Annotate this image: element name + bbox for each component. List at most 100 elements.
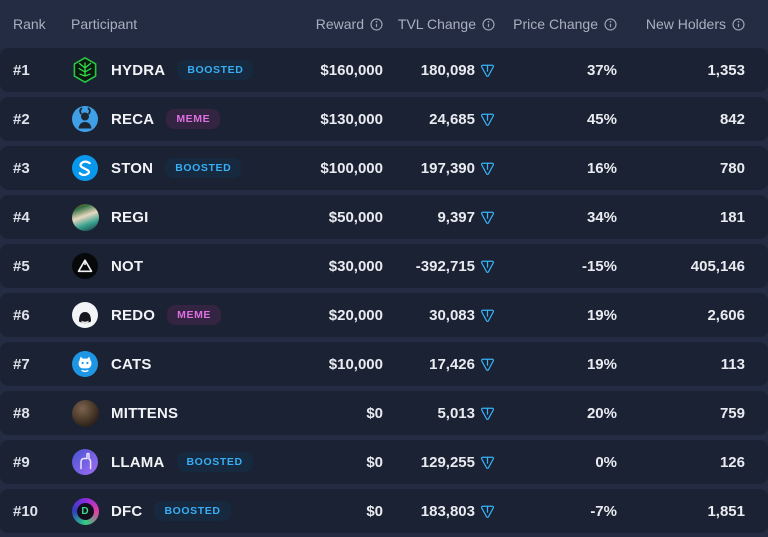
column-header-new-holders: New Holders (617, 16, 745, 32)
column-header-reward: Reward (263, 16, 383, 32)
participant-badge: BOOSTED (176, 452, 253, 472)
column-header-price-change: Price Change (495, 16, 617, 32)
new-holders-value: 759 (719, 404, 745, 422)
participant-cell: REDO MEME (71, 301, 263, 329)
ton-icon (480, 357, 495, 372)
price-change-value: -15% (581, 257, 617, 275)
table-body: #1 HYDRA BOOSTED $160,000 180,098 37% 1,… (0, 48, 768, 533)
column-header-tvl-change: TVL Change (383, 16, 495, 32)
table-row[interactable]: #8 MITTENS $0 5,013 20% 759 (0, 391, 768, 435)
hydra-hexagon-icon (71, 56, 99, 84)
column-label: New Holders (645, 16, 726, 32)
column-header-participant: Participant (71, 16, 263, 32)
tvl-change-cell: 24,685 (383, 111, 495, 128)
tvl-change-cell: 5,013 (383, 405, 495, 422)
table-header: Rank Participant Reward TVL Change Price… (0, 0, 768, 48)
price-change-value: 19% (586, 355, 617, 373)
participant-badge: BOOSTED (154, 501, 231, 521)
ton-icon (480, 455, 495, 470)
participant-name: NOT (111, 257, 144, 275)
tvl-change-cell: 197,390 (383, 160, 495, 177)
new-holders-value: 181 (719, 208, 745, 226)
column-header-rank: Rank (13, 16, 71, 32)
ston-avatar-icon (71, 154, 99, 182)
reca-avatar-icon (71, 105, 99, 133)
price-change-info-icon[interactable] (604, 17, 617, 31)
reward-value: $10,000 (328, 355, 383, 373)
reward-value: $20,000 (328, 306, 383, 324)
participant-name: MITTENS (111, 404, 179, 422)
rank-label: #4 (13, 208, 30, 226)
participant-name: DFC (111, 502, 143, 520)
participant-cell: HYDRA BOOSTED (71, 56, 263, 84)
new-holders-value: 1,851 (707, 502, 745, 520)
rank-label: #6 (13, 306, 30, 324)
tvl-change-value: 197,390 (420, 159, 475, 177)
participant-badge: MEME (166, 109, 221, 129)
reward-value: $30,000 (328, 257, 383, 275)
tvl-change-value: 180,098 (420, 61, 475, 79)
ton-icon (480, 406, 495, 421)
tvl-change-value: 30,083 (429, 306, 475, 324)
tvl-change-value: 183,803 (420, 502, 475, 520)
new-holders-value: 1,353 (707, 61, 745, 79)
tvl-change-info-icon[interactable] (482, 17, 495, 31)
rank-label: #1 (13, 61, 30, 79)
cats-avatar-icon (71, 350, 99, 378)
participant-name: HYDRA (111, 61, 166, 79)
tvl-change-value: 9,397 (437, 208, 475, 226)
table-row[interactable]: #9 LLAMA BOOSTED $0 129,255 0% 126 (0, 440, 768, 484)
ton-icon (480, 504, 495, 519)
participant-cell: RECA MEME (71, 105, 263, 133)
mittens-avatar-icon (71, 399, 99, 427)
price-change-value: 45% (586, 110, 617, 128)
table-row[interactable]: #2 RECA MEME $130,000 24,685 45% 842 (0, 97, 768, 141)
table-row[interactable]: #1 HYDRA BOOSTED $160,000 180,098 37% 1,… (0, 48, 768, 92)
participant-name: CATS (111, 355, 152, 373)
column-label: Rank (13, 16, 46, 32)
participant-cell: LLAMA BOOSTED (71, 448, 263, 476)
tvl-change-cell: 30,083 (383, 307, 495, 324)
tvl-change-value: -392,715 (415, 257, 475, 275)
tvl-change-cell: 129,255 (383, 454, 495, 471)
tvl-change-value: 24,685 (429, 110, 475, 128)
table-row[interactable]: #4 REGI $50,000 9,397 34% 181 (0, 195, 768, 239)
column-label: Price Change (513, 16, 598, 32)
reward-value: $130,000 (320, 110, 383, 128)
participant-cell: CATS (71, 350, 263, 378)
table-row[interactable]: #7 CATS $10,000 17,426 19% 113 (0, 342, 768, 386)
participant-badge: BOOSTED (177, 60, 254, 80)
table-row[interactable]: #5 NOT $30,000 -392,715 -15% 405,146 (0, 244, 768, 288)
reward-info-icon[interactable] (370, 17, 383, 31)
column-label: Participant (71, 16, 138, 32)
reward-value: $0 (366, 404, 383, 422)
participant-cell: STON BOOSTED (71, 154, 263, 182)
column-label: TVL Change (397, 16, 476, 32)
tvl-change-cell: 180,098 (383, 62, 495, 79)
new-holders-value: 113 (720, 355, 745, 373)
new-holders-value: 126 (719, 453, 745, 471)
participant-cell: REGI (71, 203, 263, 231)
participant-badge: BOOSTED (165, 158, 242, 178)
new-holders-value: 780 (719, 159, 745, 177)
rank-label: #7 (13, 355, 30, 373)
participant-name: REGI (111, 208, 149, 226)
ton-icon (480, 259, 495, 274)
reward-value: $0 (366, 502, 383, 520)
reward-value: $160,000 (320, 61, 383, 79)
participant-badge: MEME (167, 305, 222, 325)
table-row[interactable]: #3 STON BOOSTED $100,000 197,390 16% 780 (0, 146, 768, 190)
table-row[interactable]: #10 D DFC BOOSTED $0 183,803 -7% 1,851 (0, 489, 768, 533)
tvl-change-cell: 9,397 (383, 209, 495, 226)
price-change-value: 19% (586, 306, 617, 324)
ton-icon (480, 63, 495, 78)
column-label: Reward (315, 16, 364, 32)
ton-icon (480, 308, 495, 323)
table-row[interactable]: #6 REDO MEME $20,000 30,083 19% 2,606 (0, 293, 768, 337)
participant-cell: MITTENS (71, 399, 263, 427)
participant-cell: NOT (71, 252, 263, 280)
new-holders-info-icon[interactable] (732, 17, 745, 31)
rank-label: #9 (13, 453, 30, 471)
redo-avatar-icon (71, 301, 99, 329)
